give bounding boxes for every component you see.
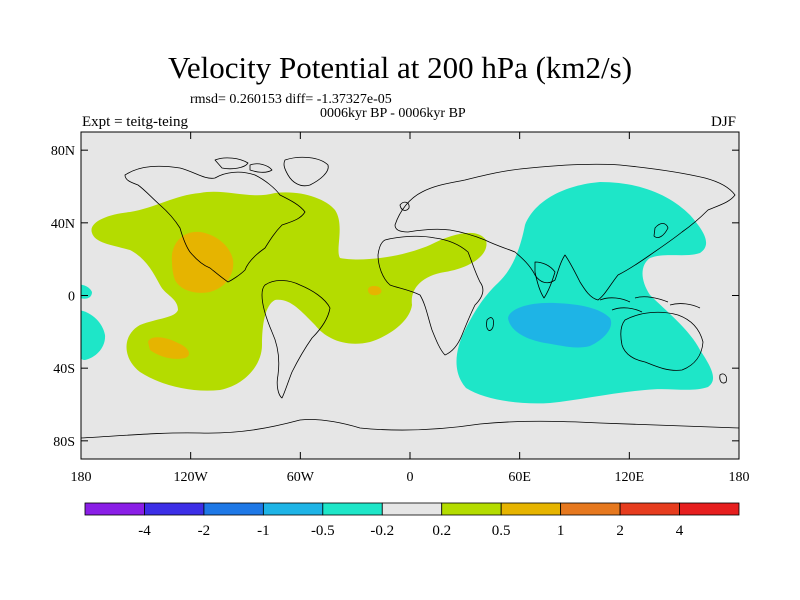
colorbar-label: 2 bbox=[616, 523, 624, 539]
longitude-axis: 180 120W 60W 0 60E 120E 180 bbox=[71, 132, 750, 485]
coast-maritime-continent bbox=[599, 296, 701, 313]
coast-africa bbox=[377, 235, 484, 356]
colorbar-label: 1 bbox=[557, 523, 565, 539]
colorbar-swatch bbox=[619, 502, 680, 516]
lon-tick-label: 60W bbox=[287, 470, 315, 485]
colorbar-label: 0.5 bbox=[492, 523, 511, 539]
lat-tick-label: 80S bbox=[53, 435, 75, 450]
coast-japan bbox=[653, 223, 669, 238]
coast-british-isles bbox=[399, 201, 410, 211]
region-indopacific-negative bbox=[456, 182, 714, 404]
coast-india bbox=[534, 261, 556, 299]
region-west-edge-negative-2 bbox=[81, 310, 106, 360]
plot-subtitle: 0006kyr BP - 0006kyr BP bbox=[320, 106, 466, 121]
coastlines bbox=[81, 156, 739, 439]
colorbar-label: -0.5 bbox=[311, 523, 335, 539]
contour-layer bbox=[81, 156, 739, 439]
lon-tick-label: 0 bbox=[407, 470, 414, 485]
colorbar-swatch bbox=[144, 502, 205, 516]
lon-tick-label: 180 bbox=[729, 470, 750, 485]
colorbar-label: 4 bbox=[676, 523, 684, 539]
coast-new-zealand bbox=[719, 373, 727, 384]
lon-tick-label: 120E bbox=[615, 470, 645, 485]
latitude-axis: 80N 40N 0 40S 80S bbox=[51, 144, 739, 450]
colorbar-label: -2 bbox=[198, 523, 211, 539]
colorbar-swatch bbox=[679, 502, 740, 516]
lat-tick-label: 80N bbox=[51, 144, 75, 159]
coast-greenland bbox=[283, 156, 329, 187]
lon-tick-label: 180 bbox=[71, 470, 92, 485]
colorbar-swatch bbox=[500, 502, 562, 516]
colorbar-swatch bbox=[381, 502, 443, 516]
lon-tick-label: 120W bbox=[174, 470, 209, 485]
region-south-pacific-max bbox=[148, 337, 190, 359]
plot-title: Velocity Potential at 200 hPa (km2/s) bbox=[167, 50, 633, 85]
colorbar-swatch bbox=[262, 502, 324, 516]
lon-tick-label: 60E bbox=[508, 470, 531, 485]
colorbar-label: -4 bbox=[138, 523, 151, 539]
coast-eurasia bbox=[394, 163, 736, 301]
colorbar-swatch bbox=[560, 502, 621, 516]
colorbar-swatch bbox=[322, 502, 383, 516]
region-indian-ocean-min bbox=[508, 302, 612, 348]
colorbar-swatch bbox=[84, 502, 145, 516]
season-label: DJF bbox=[711, 114, 737, 130]
colorbar-label: -1 bbox=[257, 523, 270, 539]
lat-tick-label: 40N bbox=[51, 217, 75, 232]
colorbar-swatch bbox=[441, 502, 502, 516]
colorbar-label: 0.2 bbox=[432, 523, 451, 539]
lat-tick-label: 0 bbox=[68, 290, 75, 305]
region-guinea-max bbox=[368, 286, 382, 296]
coast-australia bbox=[620, 311, 704, 371]
experiment-label: Expt = teitg-teing bbox=[82, 114, 188, 130]
coast-south-america bbox=[261, 280, 331, 399]
colorbar: -4 -2 -1 -0.5 -0.2 0.2 0.5 1 2 4 bbox=[84, 502, 740, 539]
coast-antarctica bbox=[81, 419, 739, 439]
coast-madagascar bbox=[486, 317, 494, 331]
coast-north-america bbox=[124, 165, 306, 283]
stats-text: rmsd= 0.260153 diff= -1.37327e-05 bbox=[190, 92, 392, 107]
colorbar-label: -0.2 bbox=[370, 523, 394, 539]
colorbar-swatch bbox=[203, 502, 264, 516]
coast-canada-islands bbox=[214, 157, 273, 173]
lat-tick-label: 40S bbox=[53, 362, 75, 377]
